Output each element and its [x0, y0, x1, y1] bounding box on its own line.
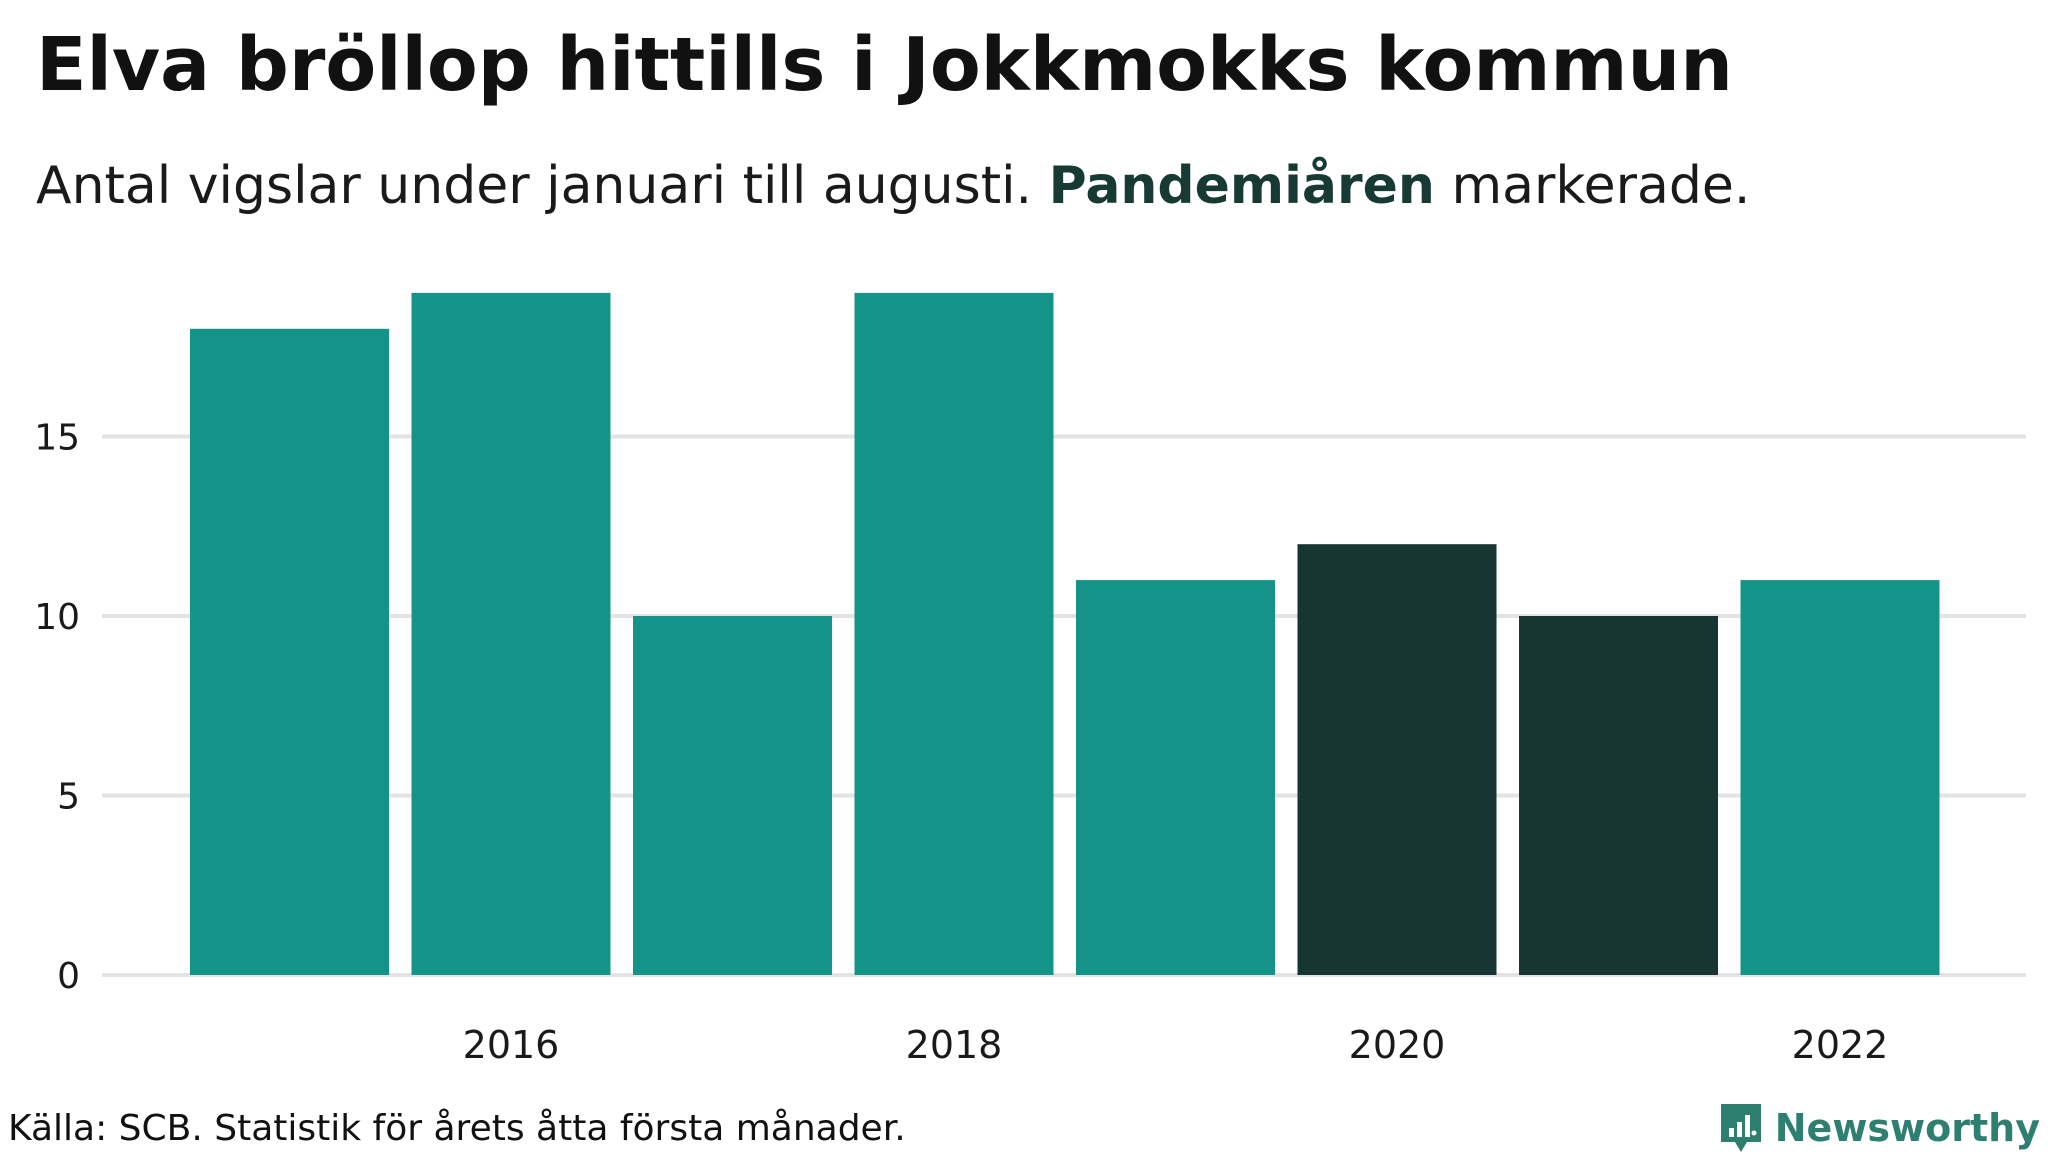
subtitle-highlight: Pandemiåren — [1048, 156, 1435, 216]
chart-title: Elva bröllop hittills i Jokkmokks kommun — [36, 22, 1733, 108]
newsworthy-logo-icon — [1720, 1104, 1761, 1152]
bar-2019 — [1076, 580, 1275, 975]
y-tick-label-0: 0 — [57, 956, 80, 997]
bar-2018 — [854, 292, 1054, 975]
x-tick-label-2020: 2020 — [1349, 1023, 1446, 1067]
source-note: Källa: SCB. Statistik för årets åtta för… — [8, 1108, 906, 1149]
y-tick-label-5: 5 — [57, 777, 80, 818]
chart-subtitle: Antal vigslar under januari till augusti… — [36, 156, 1750, 216]
brand-logo: Newsworthy — [1717, 1100, 2040, 1156]
x-tick-label-2016: 2016 — [463, 1023, 560, 1067]
y-tick-label-10: 10 — [34, 597, 80, 638]
bar-2021 — [1519, 616, 1718, 975]
bar-2016 — [411, 292, 611, 975]
bar-2020 — [1297, 544, 1497, 975]
subtitle-text: Antal vigslar under januari till augusti… — [36, 156, 1049, 216]
bar-chart: 0 5 10 15 2016 2018 2020 2022 — [34, 292, 2026, 1067]
x-tick-label-2022: 2022 — [1792, 1023, 1889, 1067]
bar-2015 — [190, 328, 389, 975]
brand-name: Newsworthy — [1774, 1106, 2040, 1150]
bar-2022 — [1740, 580, 1940, 975]
y-tick-label-15: 15 — [34, 418, 80, 459]
bar-2017 — [633, 616, 832, 975]
subtitle-text-end: markerade. — [1434, 156, 1751, 216]
x-tick-label-2018: 2018 — [906, 1023, 1003, 1067]
